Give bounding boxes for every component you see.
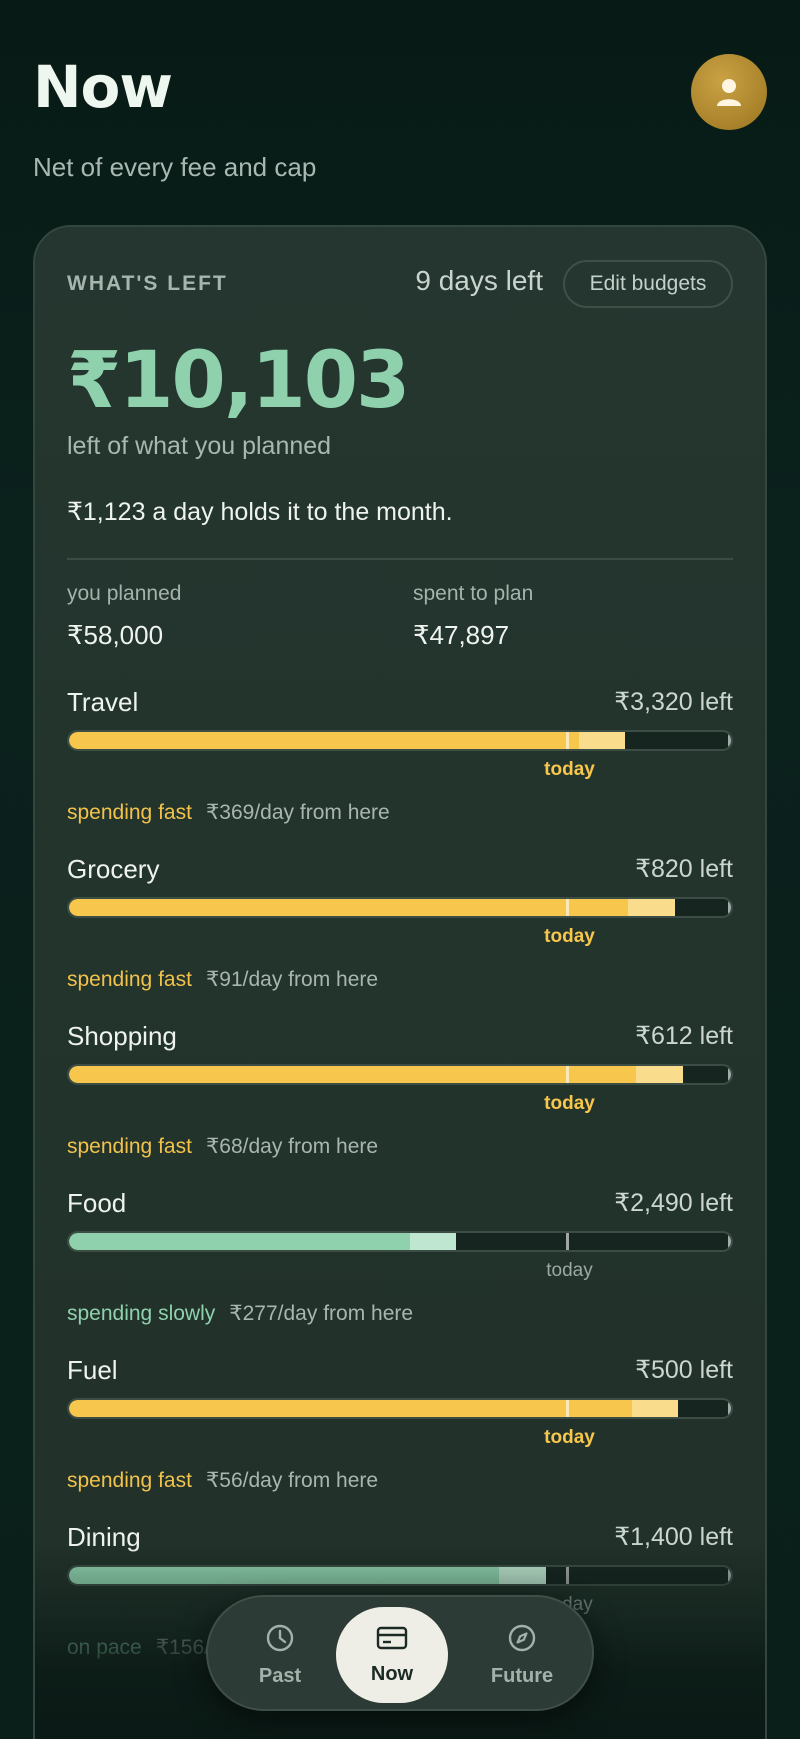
category-status: spending slowly ₹277/day from here	[67, 1301, 413, 1326]
header: Now Net of every fee and cap	[33, 58, 767, 183]
recent-spend-segment	[628, 899, 675, 916]
category-name: Dining	[67, 1522, 141, 1552]
track-end-cap	[728, 1235, 731, 1248]
category-remaining: ₹2,490 left	[614, 1189, 733, 1217]
daily-allowance-line: ₹1,123 a day holds it to the month.	[67, 498, 453, 526]
planned-label: you planned	[67, 582, 182, 605]
card-icon	[376, 1625, 408, 1663]
pace-label: spending fast	[67, 1135, 192, 1158]
daily-rate: ₹56/day from here	[205, 1469, 379, 1492]
category-name: Food	[67, 1188, 127, 1218]
category-progress-bar	[67, 1565, 733, 1586]
divider	[67, 558, 733, 560]
category-row-shopping[interactable]: Shopping ₹612 left today spending fast ₹68/d…	[67, 1021, 733, 1188]
track-end-cap	[728, 1068, 731, 1081]
avatar[interactable]	[691, 54, 767, 130]
recent-spend-segment	[499, 1567, 546, 1584]
nav-label: Past	[258, 1664, 302, 1687]
category-status: spending fast ₹56/day from here	[67, 1468, 378, 1493]
pace-label: spending fast	[67, 801, 192, 824]
pace-label: spending fast	[67, 968, 192, 991]
progress-fill	[69, 1233, 457, 1250]
recent-spend-segment	[631, 1400, 679, 1417]
category-remaining: ₹612 left	[635, 1022, 733, 1050]
spent-stat: spent to plan ₹47,897	[413, 582, 533, 651]
daily-rate: ₹369/day from here	[205, 801, 390, 824]
days-left: 9 days left	[415, 265, 543, 296]
category-row-travel[interactable]: Travel ₹3,320 left today spending fast ₹369/…	[67, 687, 733, 854]
category-name: Shopping	[67, 1021, 177, 1051]
spent-value: ₹47,897	[413, 620, 510, 650]
nav-label: Now	[370, 1662, 414, 1685]
category-progress-bar	[67, 1231, 733, 1252]
category-row-grocery[interactable]: Grocery ₹820 left today spending fast ₹91/da…	[67, 854, 733, 1021]
progress-fill	[69, 1066, 683, 1083]
progress-fill	[69, 732, 626, 749]
today-marker	[565, 1233, 569, 1250]
category-progress-bar	[67, 730, 733, 751]
remaining-caption: left of what you planned	[67, 432, 332, 460]
progress-fill	[69, 1400, 679, 1417]
category-row-food[interactable]: Food ₹2,490 left today spending slowly ₹277/…	[67, 1188, 733, 1355]
recent-spend-segment	[409, 1233, 457, 1250]
whats-left-eyebrow: WHAT'S LEFT	[67, 272, 228, 295]
daily-rate: ₹91/day from here	[205, 968, 379, 991]
spent-label: spent to plan	[413, 582, 534, 605]
recent-spend-segment	[578, 732, 626, 749]
track-end-cap	[728, 901, 731, 914]
today-label: today	[544, 1427, 595, 1448]
nav-label: Future	[490, 1664, 554, 1687]
today-marker	[565, 732, 569, 749]
nav-now[interactable]: Now	[336, 1607, 448, 1703]
today-label: today	[544, 759, 595, 780]
today-marker	[565, 1066, 569, 1083]
today-label: today	[546, 1260, 593, 1281]
remaining-amount: ₹10,103	[67, 336, 410, 426]
category-remaining: ₹3,320 left	[614, 688, 733, 716]
person-icon	[717, 79, 741, 106]
today-marker	[565, 1400, 569, 1417]
category-name: Travel	[67, 687, 139, 717]
category-remaining: ₹500 left	[635, 1356, 733, 1384]
category-progress-bar	[67, 897, 733, 918]
daily-rate: ₹277/day from here	[229, 1302, 414, 1325]
today-label: today	[544, 926, 595, 947]
planned-stat: you planned ₹58,000	[67, 582, 181, 651]
track-end-cap	[728, 1402, 731, 1415]
planned-value: ₹58,000	[67, 620, 164, 650]
category-remaining: ₹820 left	[635, 855, 733, 883]
track-end-cap	[728, 1569, 731, 1582]
page-subtitle: Net of every fee and cap	[33, 152, 317, 182]
category-name: Fuel	[67, 1355, 118, 1385]
category-progress-bar	[67, 1064, 733, 1085]
compass-icon	[507, 1623, 537, 1665]
today-marker	[565, 899, 569, 916]
category-status: spending fast ₹91/day from here	[67, 967, 378, 992]
today-marker	[565, 1567, 569, 1584]
nav-past[interactable]: Past	[224, 1607, 336, 1703]
today-label: today	[544, 1093, 595, 1114]
category-progress-bar	[67, 1398, 733, 1419]
track-end-cap	[728, 734, 731, 747]
category-name: Grocery	[67, 854, 160, 884]
progress-fill	[69, 1567, 546, 1584]
pace-label: spending slowly	[67, 1302, 216, 1325]
clock-icon	[265, 1623, 295, 1665]
category-status: spending fast ₹68/day from here	[67, 1134, 378, 1159]
nav-future[interactable]: Future	[466, 1607, 578, 1703]
pace-label: on pace	[67, 1636, 142, 1659]
category-row-fuel[interactable]: Fuel ₹500 left today spending fast ₹56/day f…	[67, 1355, 733, 1522]
bottom-nav: Past Now Future	[206, 1595, 594, 1711]
recent-spend-segment	[636, 1066, 683, 1083]
page-title: Now	[33, 53, 173, 121]
edit-budgets-button[interactable]: Edit budgets	[563, 260, 733, 308]
budget-card: WHAT'S LEFT 9 days left Edit budgets ₹10…	[33, 225, 767, 1739]
daily-rate: ₹68/day from here	[205, 1135, 379, 1158]
progress-fill	[69, 899, 675, 916]
pace-label: spending fast	[67, 1469, 192, 1492]
category-remaining: ₹1,400 left	[614, 1523, 733, 1551]
category-status: spending fast ₹369/day from here	[67, 800, 390, 825]
